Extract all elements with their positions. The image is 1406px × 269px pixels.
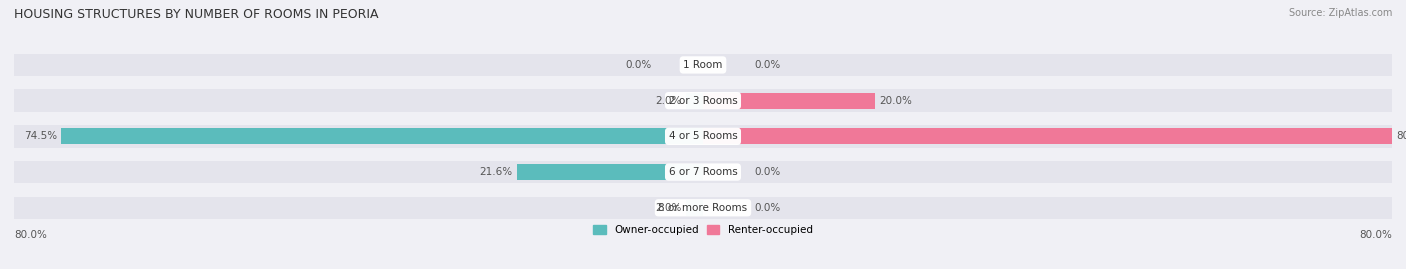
- Bar: [62, 128, 703, 144]
- Bar: [703, 93, 875, 109]
- Text: 80.0%: 80.0%: [1360, 230, 1392, 240]
- Bar: [14, 54, 1392, 76]
- Text: 0.0%: 0.0%: [626, 60, 651, 70]
- Text: 0.0%: 0.0%: [755, 167, 780, 177]
- Text: 0.0%: 0.0%: [755, 203, 780, 213]
- Bar: [517, 164, 703, 180]
- Text: 80.0%: 80.0%: [14, 230, 46, 240]
- Bar: [14, 125, 1392, 147]
- Text: Source: ZipAtlas.com: Source: ZipAtlas.com: [1288, 8, 1392, 18]
- Text: 2.0%: 2.0%: [655, 203, 682, 213]
- Text: 6 or 7 Rooms: 6 or 7 Rooms: [669, 167, 737, 177]
- Text: 2.0%: 2.0%: [655, 96, 682, 106]
- Bar: [14, 161, 1392, 183]
- Text: 8 or more Rooms: 8 or more Rooms: [658, 203, 748, 213]
- Legend: Owner-occupied, Renter-occupied: Owner-occupied, Renter-occupied: [593, 225, 813, 235]
- Text: 0.0%: 0.0%: [755, 60, 780, 70]
- Text: 4 or 5 Rooms: 4 or 5 Rooms: [669, 131, 737, 141]
- Bar: [686, 200, 703, 216]
- Bar: [14, 90, 1392, 112]
- Bar: [686, 93, 703, 109]
- Text: 2 or 3 Rooms: 2 or 3 Rooms: [669, 96, 737, 106]
- Text: 20.0%: 20.0%: [880, 96, 912, 106]
- Text: 21.6%: 21.6%: [479, 167, 513, 177]
- Bar: [14, 197, 1392, 219]
- Text: 74.5%: 74.5%: [24, 131, 58, 141]
- Bar: [703, 128, 1392, 144]
- Text: HOUSING STRUCTURES BY NUMBER OF ROOMS IN PEORIA: HOUSING STRUCTURES BY NUMBER OF ROOMS IN…: [14, 8, 378, 21]
- Text: 80.0%: 80.0%: [1396, 131, 1406, 141]
- Text: 1 Room: 1 Room: [683, 60, 723, 70]
